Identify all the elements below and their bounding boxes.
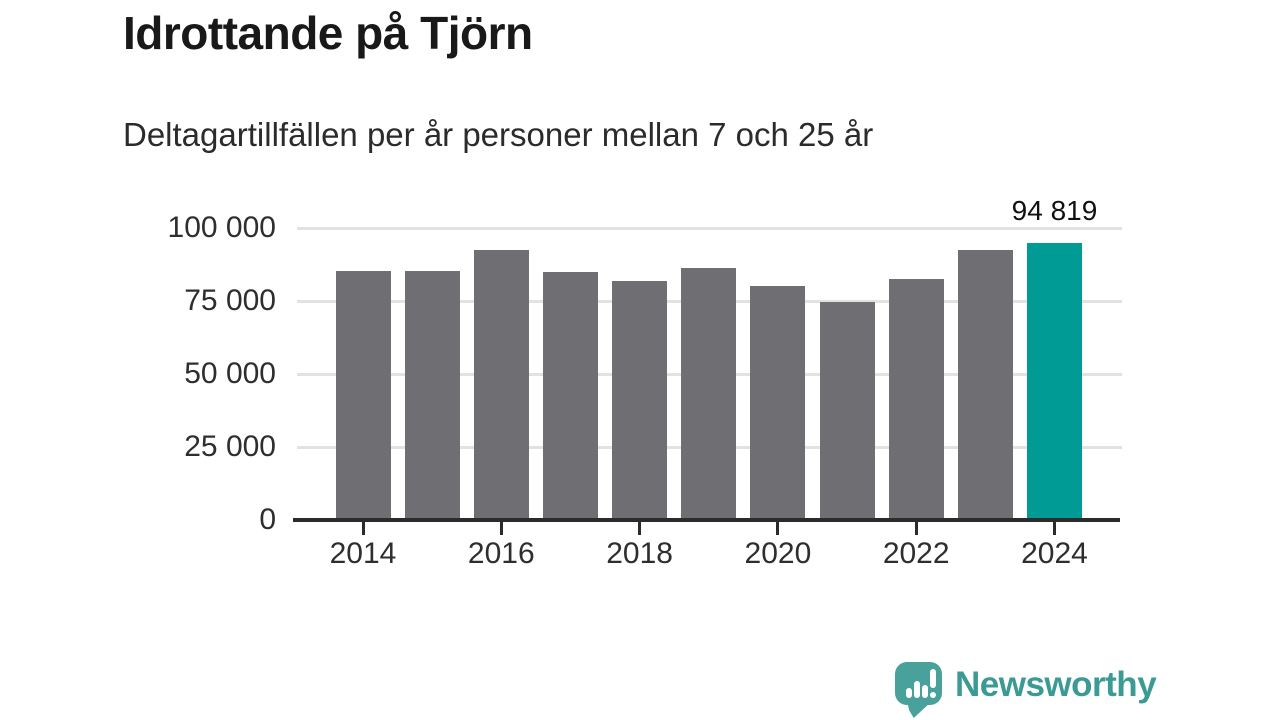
logo-exclamation-line	[930, 669, 936, 688]
bar-2023	[957, 249, 1013, 520]
y-axis-tick-label: 25 000	[184, 430, 276, 463]
logo-exclamation-dot	[930, 692, 936, 698]
x-axis-tick-label: 2014	[329, 537, 397, 570]
x-axis-tick-label: 2024	[1021, 537, 1088, 570]
logo-bar-small	[906, 688, 912, 698]
x-axis-tick-2018	[638, 522, 642, 535]
data-label-2024: 94 819	[1011, 195, 1098, 226]
bar-2014	[335, 270, 391, 520]
logo-bar-medium	[922, 685, 928, 698]
x-axis-tick-label: 2016	[467, 537, 535, 570]
bar-2020	[750, 285, 806, 520]
x-axis-tick-2022	[914, 522, 918, 535]
bar-2021	[819, 301, 875, 520]
x-axis-tick-2024	[1053, 522, 1056, 535]
gridline-100000	[297, 227, 1122, 230]
bar-2015	[404, 270, 460, 520]
x-axis-tick-2014	[361, 522, 365, 535]
y-axis-tick-label: 100 000	[167, 211, 276, 244]
bar-2019	[681, 268, 737, 520]
newsworthy-logo-text: Newsworthy	[955, 665, 1157, 704]
x-axis-tick-2020	[776, 522, 780, 535]
bar-2018	[612, 280, 668, 520]
logo-bar-tall	[914, 681, 920, 698]
chart-subtitle: Deltagartillfällen per år personer mella…	[123, 116, 874, 153]
x-axis-tick-2016	[499, 522, 503, 535]
bar-2024	[1027, 243, 1082, 520]
x-axis-tick-label: 2018	[606, 537, 673, 570]
bar-2016	[473, 249, 529, 520]
speech-bubble-tail	[907, 702, 931, 718]
y-axis-tick-label: 0	[259, 503, 276, 536]
newsworthy-logo: Newsworthy	[895, 662, 1157, 720]
x-axis-tick-label: 2020	[744, 537, 812, 570]
bar-2022	[888, 279, 944, 520]
x-axis-tick-label: 2022	[882, 537, 950, 570]
y-axis-tick-label: 75 000	[184, 284, 276, 317]
bar-2017	[542, 272, 598, 520]
y-axis-tick-label: 50 000	[184, 357, 276, 390]
x-axis-line	[293, 518, 1120, 522]
newsworthy-chart-bubble-icon	[895, 662, 943, 718]
chart-title: Idrottande på Tjörn	[123, 7, 533, 59]
